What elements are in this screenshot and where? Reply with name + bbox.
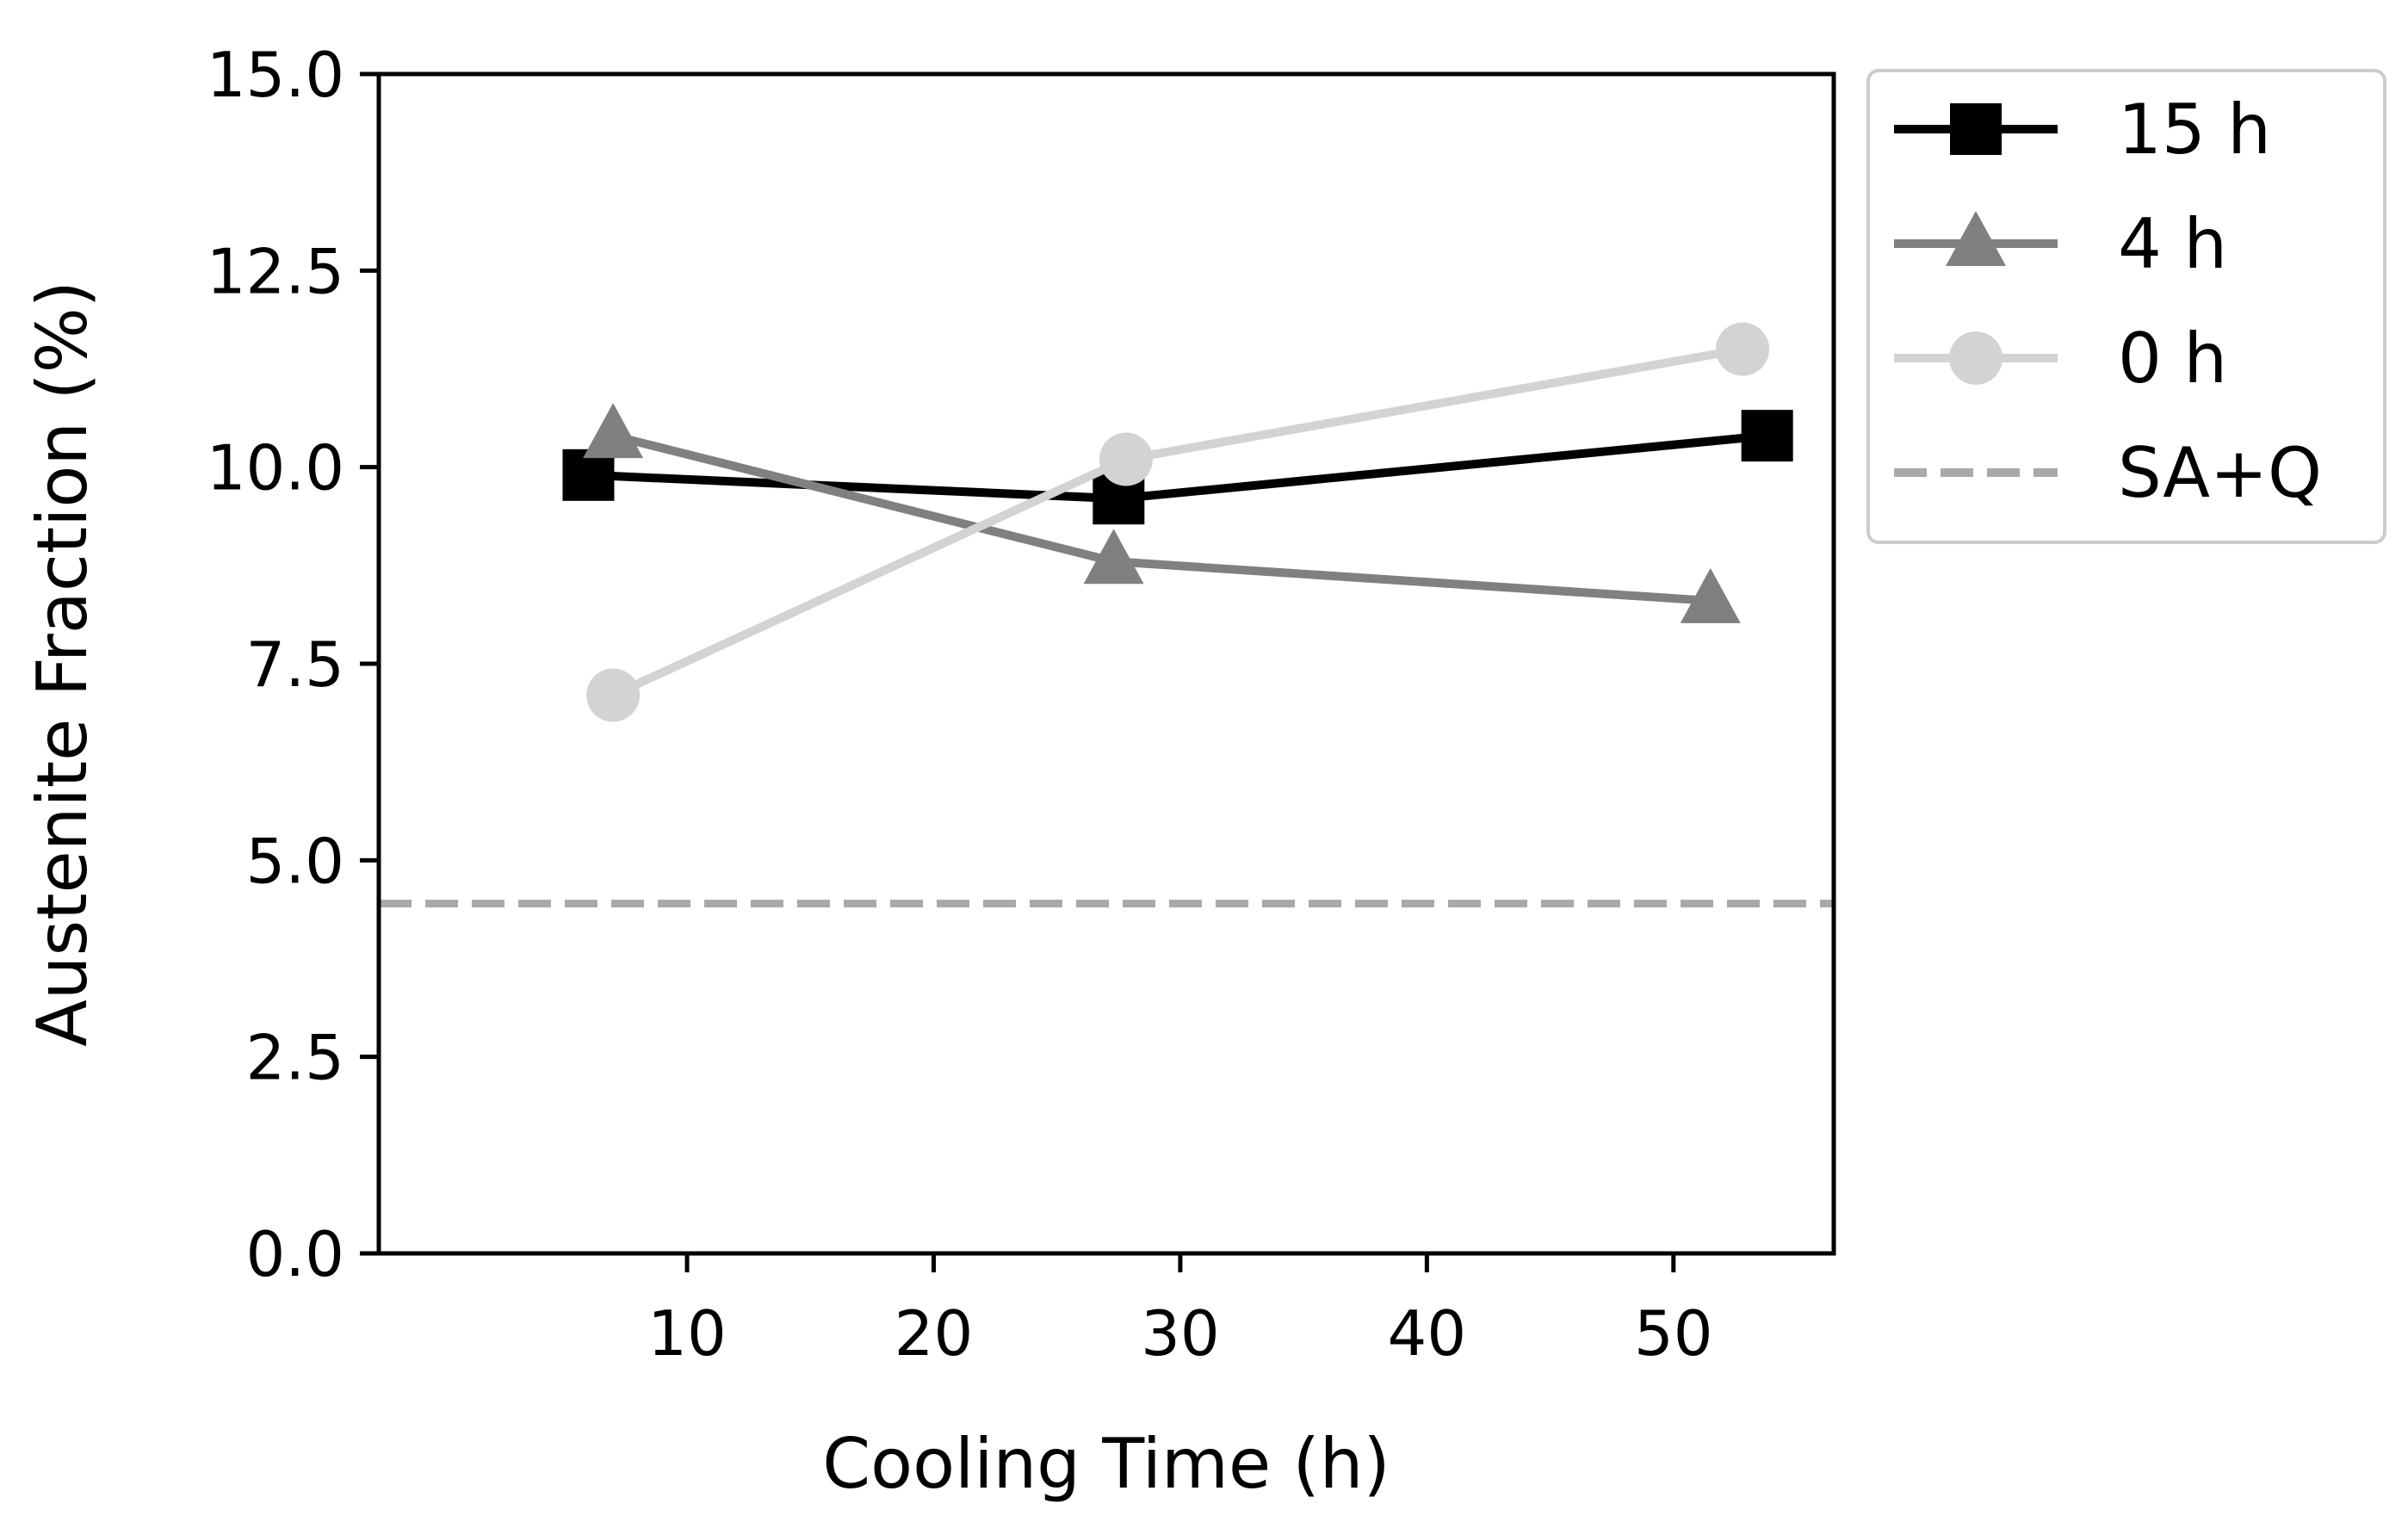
y-tick-label-2-5: 2.5 xyxy=(245,1022,344,1094)
x-tick-label-30: 30 xyxy=(1141,1297,1220,1370)
series-4h xyxy=(583,403,1741,623)
y-tick-label-0: 0.0 xyxy=(245,1218,344,1290)
plot-area-frame xyxy=(376,71,1836,1256)
series-line-15h xyxy=(588,431,1768,504)
legend-item-15-h: 15 h xyxy=(1894,90,2271,170)
series-0h xyxy=(586,322,1770,722)
legend-frame xyxy=(1866,69,2386,544)
data-point-4h-3 xyxy=(1680,567,1741,623)
legend-marker-15-h xyxy=(1950,103,2002,155)
y-axis-ticks: 0.0 2.5 5.0 7.5 10.0 12.5 15.0 xyxy=(207,39,379,1290)
legend-item-0-h: 0 h xyxy=(1894,319,2227,399)
data-point-4h-1 xyxy=(583,403,644,459)
data-point-0h-3 xyxy=(1716,322,1770,376)
legend-label-sa-q: SA+Q xyxy=(2118,433,2322,513)
y-tick-label-15: 15.0 xyxy=(207,39,344,111)
y-tick-label-5: 5.0 xyxy=(245,825,344,897)
x-axis-ticks: 10 20 30 40 50 xyxy=(647,1253,1713,1370)
x-tick-label-10: 10 xyxy=(647,1297,727,1370)
y-tick-label-10: 10.0 xyxy=(207,432,344,504)
data-point-15h-3 xyxy=(1741,410,1793,462)
series-line-0h xyxy=(611,344,1743,700)
data-point-4h-2 xyxy=(1083,529,1144,585)
legend-marker-0-h xyxy=(1949,331,2003,385)
data-point-0h-1 xyxy=(586,668,641,722)
x-tick-label-20: 20 xyxy=(894,1297,974,1370)
series-15h xyxy=(562,410,1793,525)
legend-item-4-h: 4 h xyxy=(1894,204,2227,284)
y-axis-title: Austenite Fraction (%) xyxy=(22,281,102,1047)
y-tick-label-12-5: 12.5 xyxy=(207,235,344,307)
x-tick-label-50: 50 xyxy=(1634,1297,1713,1370)
x-axis-title: Cooling Time (h) xyxy=(822,1424,1390,1504)
legend-label-4-h: 4 h xyxy=(2118,204,2227,284)
data-point-0h-2 xyxy=(1099,432,1153,486)
legend-item-sa-q: SA+Q xyxy=(1894,433,2322,513)
x-tick-label-40: 40 xyxy=(1388,1297,1467,1370)
legend-label-0-h: 0 h xyxy=(2118,319,2227,399)
y-tick-label-7-5: 7.5 xyxy=(245,628,344,701)
legend-marker-4-h xyxy=(1946,211,2006,266)
legend-label-15-h: 15 h xyxy=(2118,90,2271,170)
legend: 15 h 4 h 0 h SA+Q xyxy=(1866,69,2386,544)
series-layer xyxy=(562,322,1793,722)
